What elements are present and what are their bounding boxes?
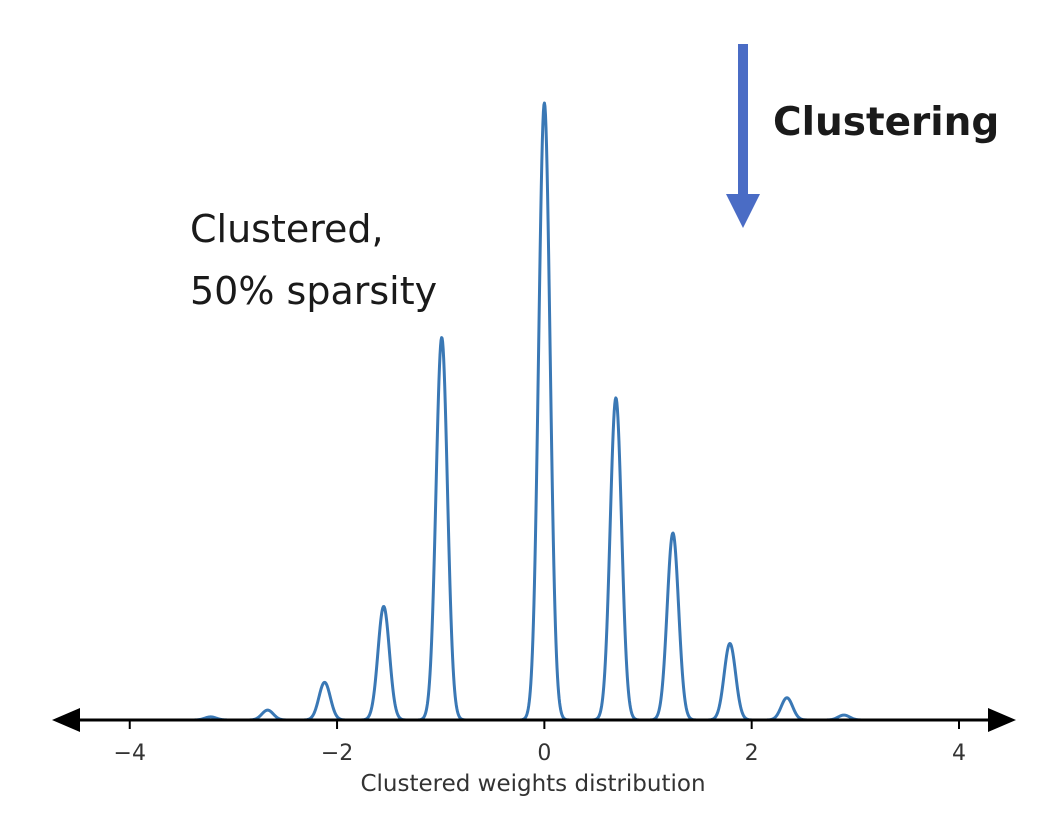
x-tick-label: −2 xyxy=(321,741,353,766)
x-tick-label: 2 xyxy=(745,741,759,766)
clustering-arrow xyxy=(726,44,760,228)
density-curve xyxy=(118,101,960,722)
x-axis-right-arrowhead xyxy=(988,708,1016,732)
annotation-clustering-label: Clustering xyxy=(773,100,1000,145)
clustering-arrow-shaft xyxy=(738,44,748,196)
annotation-sparsity-line2: 50% sparsity xyxy=(190,269,438,313)
x-tick-label: 0 xyxy=(537,741,551,766)
x-axis-left-arrowhead xyxy=(52,708,80,732)
x-tick-label: 4 xyxy=(952,741,966,766)
x-axis: −4 −2 0 2 4 Clustered weights distribution xyxy=(52,708,1016,797)
clustering-arrow-head xyxy=(726,194,760,228)
x-tick-label: −4 xyxy=(114,741,146,766)
annotation-clustered-line1: Clustered, xyxy=(190,207,384,251)
plot-area xyxy=(118,101,960,722)
annotation-clustered: Clustered, 50% sparsity xyxy=(190,198,437,322)
x-axis-label: Clustered weights distribution xyxy=(360,771,705,797)
x-ticks: −4 −2 0 2 4 xyxy=(114,720,966,766)
